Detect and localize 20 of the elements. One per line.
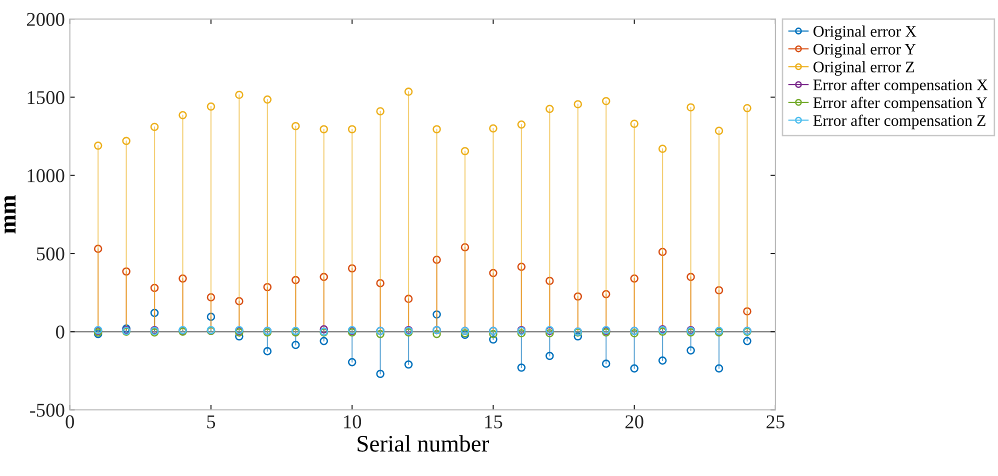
x-tick-label: 10 <box>344 415 362 428</box>
x-tick-label: 0 <box>66 415 74 428</box>
x-tick-label: 15 <box>485 415 502 428</box>
y-tick-label: 0 <box>56 325 64 339</box>
y-tick-label: 500 <box>36 247 64 260</box>
x-tick-label: 5 <box>207 415 216 428</box>
legend-label: Error after compensation Y <box>813 96 988 112</box>
x-tick-label: 20 <box>625 415 644 428</box>
legend-label: Original error Z <box>814 61 914 76</box>
y-tick-label: -500 <box>30 404 64 417</box>
legend-label: Error after compensation X <box>813 78 988 94</box>
y-tick-label: 1000 <box>28 169 64 182</box>
legend-label: Error after compensation Z <box>813 114 986 130</box>
x-axis-title: Serial number <box>358 435 489 452</box>
y-tick-label: 2000 <box>26 12 64 26</box>
legend-label: Original error Y <box>814 43 916 58</box>
y-axis-title: mm <box>4 195 16 234</box>
y-tick-label: 1500 <box>28 91 64 104</box>
legend-label: Original error X <box>814 26 916 40</box>
x-tick-label: 25 <box>766 415 784 428</box>
